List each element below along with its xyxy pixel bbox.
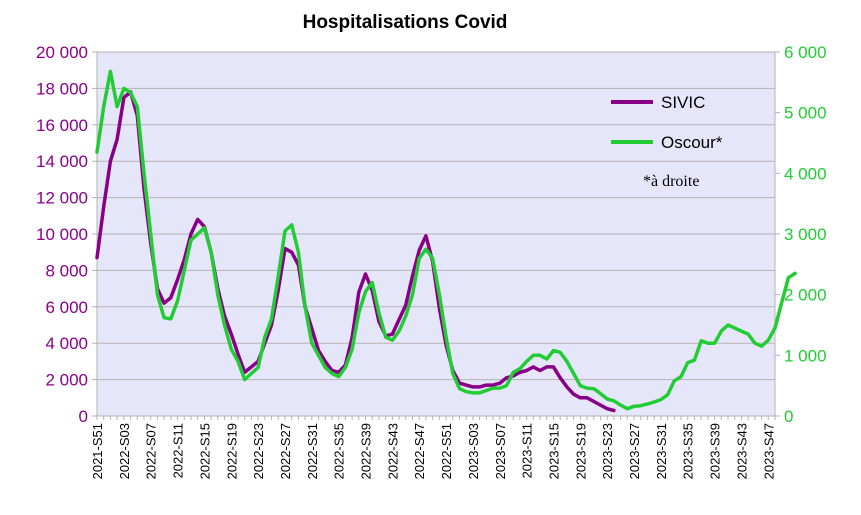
x-tick-label: 2023-S27 <box>627 423 642 479</box>
x-tick-label: 2022-S43 <box>385 423 400 479</box>
x-axis: 2021-S51 2022-S03 2022-S07 2022-S11 2022-S15… <box>90 416 776 479</box>
series-line-sivic <box>95 90 616 413</box>
y-left-tick-label: 18 000 <box>36 79 88 98</box>
y-left-tick-label: 2 000 <box>45 371 88 390</box>
y-right-tick-label: 1 000 <box>784 346 827 365</box>
x-tick-label: 2022-S23 <box>251 423 266 479</box>
y-left-tick-label: 14 000 <box>36 152 88 171</box>
x-tick-label: 2023-S47 <box>761 423 776 479</box>
gridlines <box>97 87 775 381</box>
series-line-oscour <box>95 69 797 411</box>
legend: SIVIC Oscour* *à droite <box>611 93 723 190</box>
x-tick-label: 2022-S31 <box>305 423 320 479</box>
x-tick-label: 2021-S51 <box>90 423 105 479</box>
y-right-tick-label: 4 000 <box>784 164 827 183</box>
x-tick-label: 2022-S11 <box>171 423 186 478</box>
x-tick-label: 2023-S43 <box>734 423 749 479</box>
y-left-tick-label: 16 000 <box>36 116 88 135</box>
x-tick-label: 2022-S35 <box>332 423 347 479</box>
x-tick-label: 2022-S51 <box>439 423 454 479</box>
x-tick-label: 2022-S47 <box>412 423 427 479</box>
x-tick-label: 2023-S11 <box>520 423 535 478</box>
y-right-tick-label: 6 000 <box>784 43 827 62</box>
y-axis-right: 0 1 000 2 000 3 000 4 000 5 000 6 000 <box>775 43 827 426</box>
x-tick-label: 2023-S23 <box>600 423 615 479</box>
y-right-tick-label: 3 000 <box>784 225 827 244</box>
x-tick-label: 2023-S07 <box>493 423 508 479</box>
x-tick-label: 2022-S07 <box>144 423 159 479</box>
x-tick-label: 2022-S19 <box>224 423 239 479</box>
y-left-tick-label: 20 000 <box>36 43 88 62</box>
y-left-tick-label: 0 <box>79 407 88 426</box>
x-tick-label: 2022-S15 <box>197 423 212 479</box>
y-left-tick-label: 4 000 <box>45 334 88 353</box>
y-left-tick-label: 8 000 <box>45 261 88 280</box>
x-tick-label: 2023-S19 <box>573 423 588 479</box>
x-tick-label: 2022-S27 <box>278 423 293 479</box>
legend-note: *à droite <box>643 173 699 190</box>
x-tick-label: 2023-S31 <box>654 423 669 479</box>
y-right-tick-label: 0 <box>784 407 793 426</box>
y-right-tick-label: 5 000 <box>784 104 827 123</box>
series-group <box>95 69 797 413</box>
x-tick-label: 2023-S35 <box>681 423 696 479</box>
y-axis-left: 0 2 000 4 000 6 000 8 000 10 000 12 000 14 000 1… <box>36 43 97 426</box>
y-left-tick-label: 6 000 <box>45 298 88 317</box>
legend-label-oscour: Oscour* <box>661 133 723 152</box>
x-tick-label: 2022-S39 <box>359 423 374 479</box>
x-tick-label: 2022-S03 <box>117 423 132 479</box>
legend-label-sivic: SIVIC <box>661 93 705 112</box>
x-tick-label: 2023-S15 <box>546 423 561 479</box>
y-right-tick-label: 2 000 <box>784 286 827 305</box>
x-tick-label: 2023-S39 <box>708 423 723 479</box>
y-left-tick-label: 12 000 <box>36 189 88 208</box>
x-tick-label: 2023-S03 <box>466 423 481 479</box>
chart-title: Hospitalisations Covid <box>303 12 508 33</box>
y-left-tick-label: 10 000 <box>36 225 88 244</box>
